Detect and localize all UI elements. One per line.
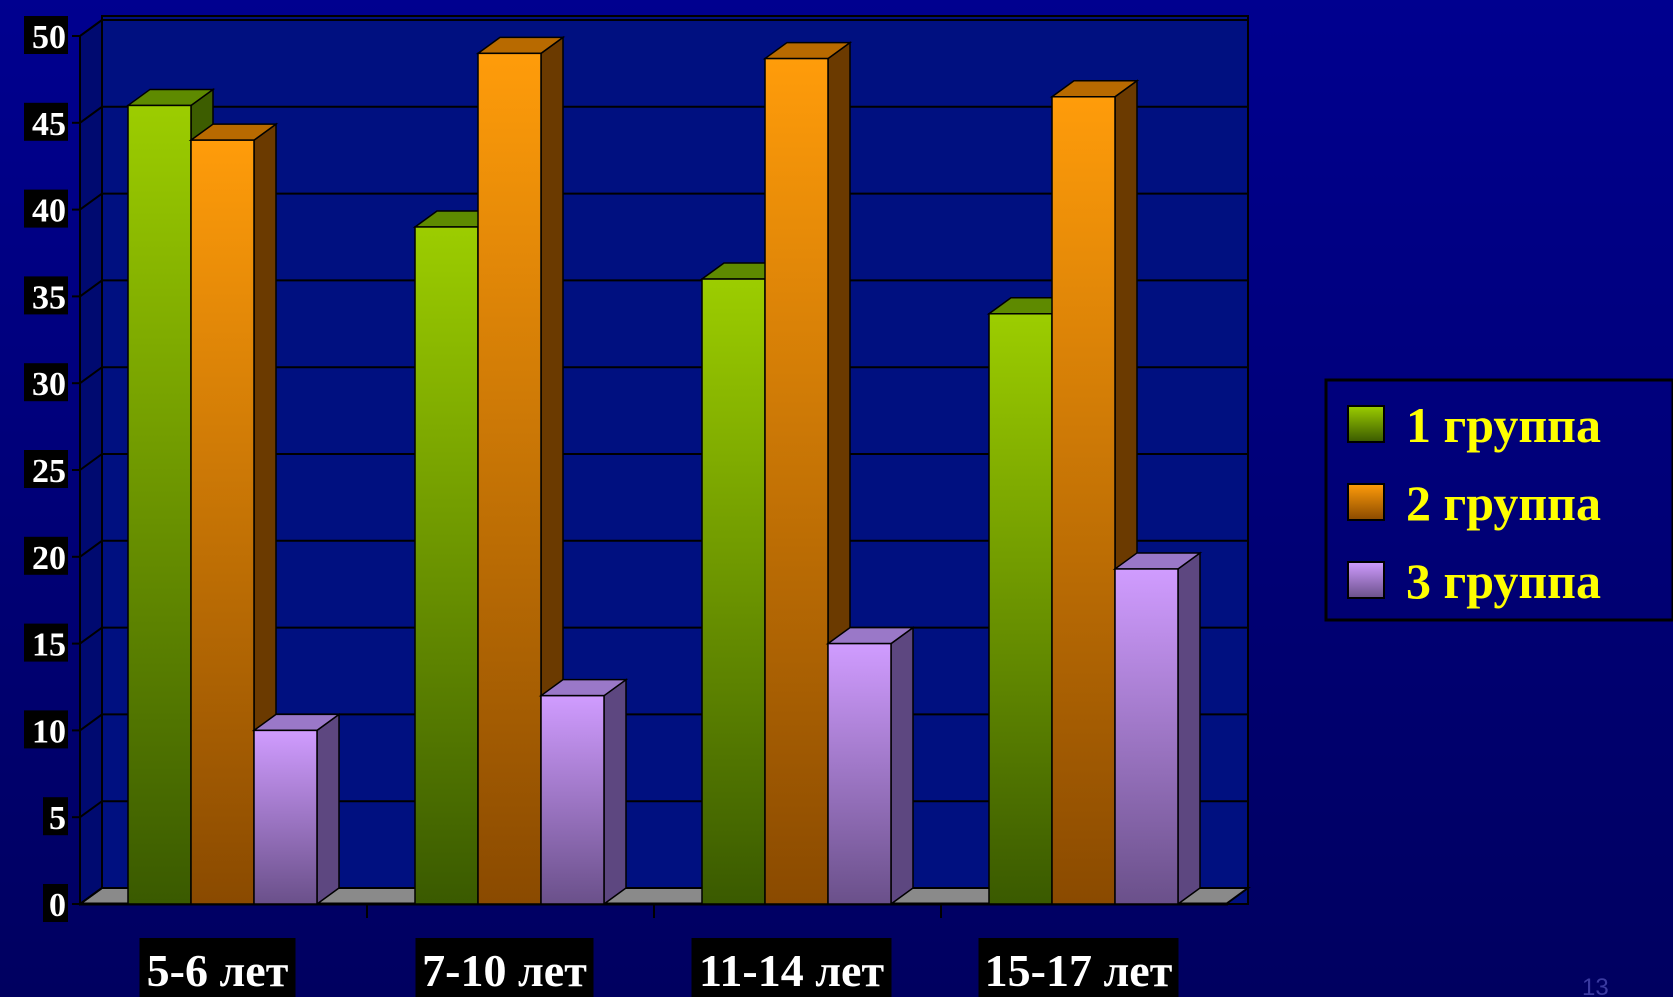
bar: [764, 57, 829, 905]
grid-line: [79, 279, 1248, 298]
y-tick-label: 20: [32, 540, 66, 577]
bar: [988, 313, 1053, 905]
x-tick-label: 5-6 лет: [147, 945, 289, 996]
y-tick-label: 5: [49, 800, 66, 837]
grid-line: [79, 105, 1248, 124]
legend-label: 2 группа: [1406, 475, 1601, 531]
y-tick-label-bg: [24, 623, 68, 662]
y-tick-label: 50: [32, 19, 66, 56]
page-number: 13: [1582, 974, 1609, 997]
y-tick-label-bg: [24, 276, 68, 315]
y-tick-label: 15: [32, 627, 66, 664]
y-tick-label: 30: [32, 366, 66, 403]
bar: [827, 642, 892, 905]
bar-side: [890, 626, 914, 906]
x-tick-label-bg: [415, 938, 594, 997]
bar: [414, 226, 479, 905]
bar: [701, 278, 766, 905]
y-tick-label: 10: [32, 713, 66, 750]
y-tick-label: 45: [32, 106, 66, 143]
y-tick-label-bg: [43, 884, 68, 922]
x-tick-label: 15-17 лет: [985, 945, 1173, 996]
grid-line: [79, 539, 1248, 558]
legend-label: 1 группа: [1406, 397, 1601, 453]
bar: [540, 694, 605, 905]
x-tick-label-bg: [139, 938, 296, 997]
legend: 1 группа 2 группа 3 группа: [1324, 378, 1673, 622]
y-tick-label-bg: [24, 450, 68, 488]
bar-side: [603, 678, 627, 906]
bar: [127, 104, 192, 905]
x-tick-label-bg: [978, 938, 1179, 997]
y-tick-label-bg: [24, 536, 68, 575]
grid-line: [79, 453, 1248, 471]
x-tick-label-bg: [691, 938, 892, 997]
y-tick-label-bg: [43, 797, 68, 836]
y-tick-label-bg: [24, 102, 68, 141]
grid-line: [79, 366, 1248, 385]
legend-swatch: [1347, 561, 1385, 599]
x-tick-label: 7-10 лет: [422, 945, 587, 996]
bar: [253, 729, 318, 905]
bar-side: [316, 712, 340, 906]
bar-side: [1177, 551, 1201, 906]
x-axis: 5-6 лет 7-10 лет 11-14 лет 15-17 лет: [139, 904, 1179, 997]
y-tick-label: 35: [32, 279, 66, 316]
grid-line: [79, 192, 1248, 211]
y-tick-label-bg: [24, 710, 68, 749]
legend-swatch: [1347, 483, 1385, 521]
legend-box: [1324, 378, 1673, 622]
bar: [1114, 568, 1179, 905]
legend-swatch: [1347, 405, 1385, 443]
y-tick-label: 40: [32, 193, 66, 230]
y-tick-label-bg: [24, 363, 68, 402]
x-tick-label: 11-14 лет: [699, 945, 885, 996]
bars: [125, 35, 1203, 906]
y-tick-label: 25: [32, 453, 66, 490]
y-tick-label-bg: [24, 189, 68, 228]
bar: [1051, 96, 1116, 905]
y-tick-label: 0: [49, 887, 66, 924]
grid-line: [79, 19, 1248, 37]
bar: [190, 139, 255, 905]
y-tick-label-bg: [24, 16, 68, 54]
bar: [477, 52, 542, 905]
legend-label: 3 группа: [1406, 553, 1601, 609]
